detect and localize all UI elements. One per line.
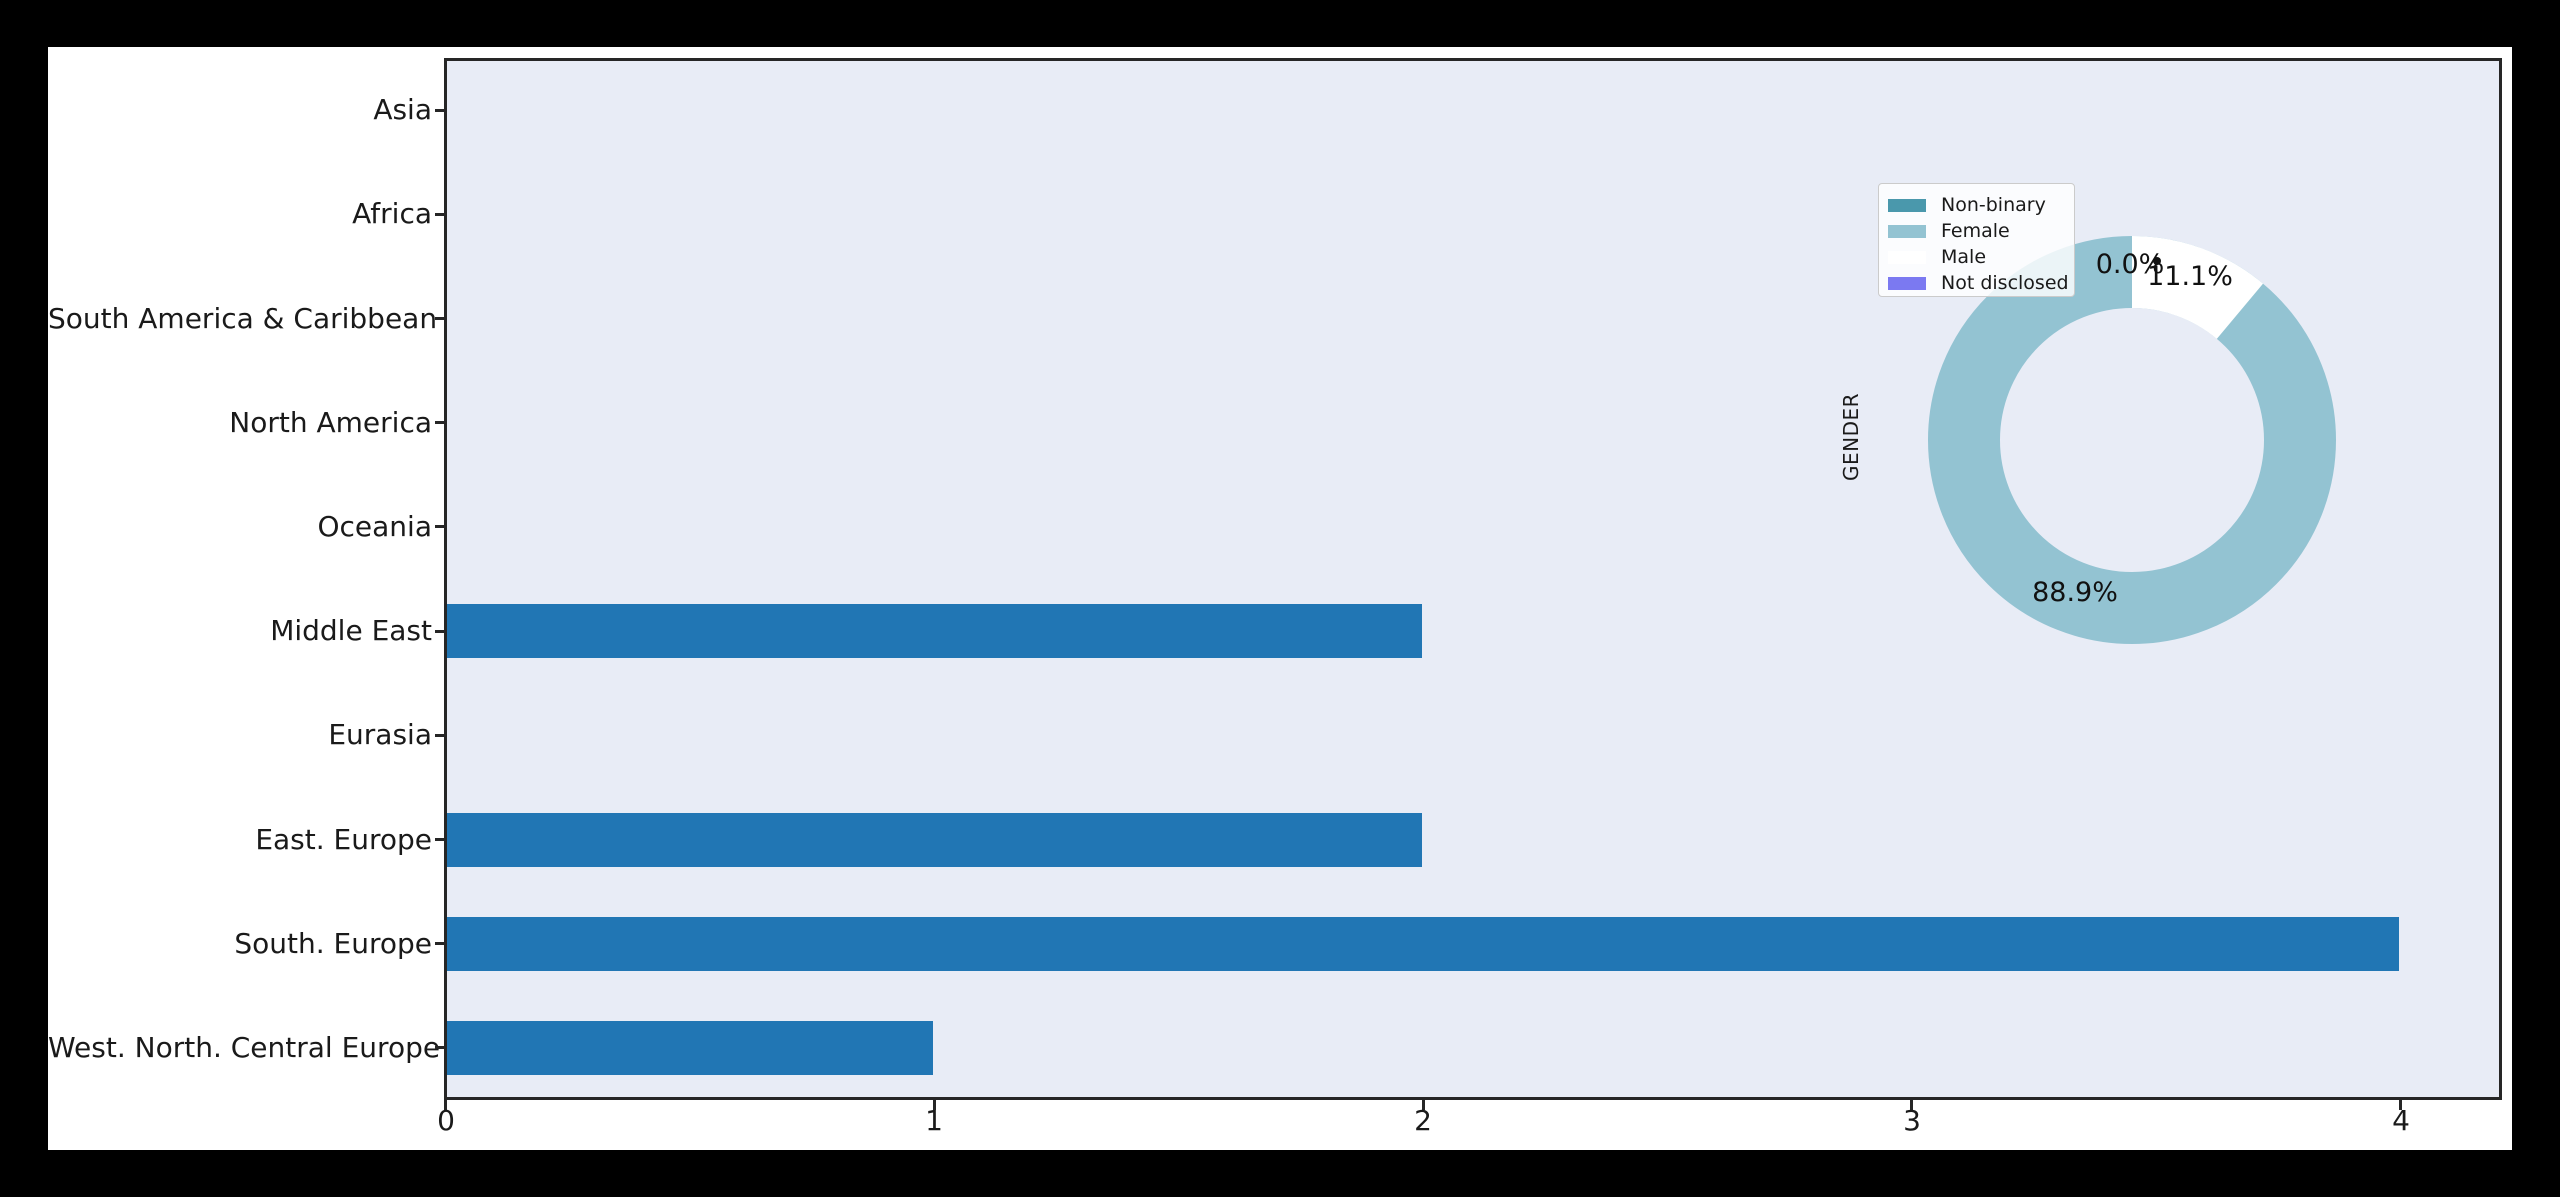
legend-row-not-disclosed: Not disclosed (1888, 270, 2074, 296)
y-tick-mark (435, 1046, 444, 1049)
donut-male-slice (1928, 236, 2336, 644)
legend-color-patch (1888, 250, 1926, 264)
legend-label: Not disclosed (1941, 272, 2069, 294)
gender-donut-chart (1928, 236, 2336, 644)
y-category-label: Africa (352, 197, 432, 230)
x-tick-mark (2399, 1100, 2402, 1110)
y-tick-mark (435, 421, 444, 424)
x-tick-mark (444, 1100, 447, 1110)
y-category-label: Eurasia (328, 718, 432, 751)
y-category-label: Middle East (270, 614, 432, 647)
y-tick-mark (435, 942, 444, 945)
figure: Asia Africa South America & Caribbean North… (48, 47, 2512, 1150)
x-tick-mark (933, 1100, 936, 1110)
bar-south-europe (447, 917, 2399, 971)
y-category-label: South America & Caribbean (48, 302, 438, 335)
y-category-label: Oceania (317, 510, 432, 543)
y-tick-mark (435, 630, 444, 633)
x-tick-label: 0 (437, 1104, 455, 1137)
bar-west-north-central-europe (447, 1021, 933, 1075)
y-category-label: East. Europe (255, 823, 432, 856)
legend-color-patch (1888, 198, 1926, 212)
y-category-label: South. Europe (234, 927, 432, 960)
y-category-label: West. North. Central Europe (48, 1031, 441, 1064)
x-tick-mark (1422, 1100, 1425, 1110)
gender-legend: Non-binary Female Male Not disclosed (1878, 183, 2075, 297)
pct-label-nonbinary: 0.0% (2095, 249, 2165, 280)
donut-female-ring (1928, 236, 2336, 644)
y-tick-mark (435, 317, 444, 320)
x-tick-label: 2 (1414, 1104, 1432, 1137)
gender-axis-label: GENDER (1839, 392, 1863, 482)
y-tick-mark (435, 734, 444, 737)
y-tick-mark (435, 109, 444, 112)
legend-color-patch (1888, 276, 1926, 290)
legend-label: Non-binary (1941, 194, 2046, 216)
x-tick-label: 3 (1903, 1104, 1921, 1137)
bar-east-europe (447, 813, 1422, 867)
legend-color-patch (1888, 224, 1926, 238)
y-tick-mark (435, 838, 444, 841)
y-category-label: North America (229, 406, 432, 439)
legend-row-female: Female (1888, 218, 2074, 244)
x-tick-label: 1 (925, 1104, 943, 1137)
zero-label-dot (2153, 257, 2161, 265)
legend-row-male: Male (1888, 244, 2074, 270)
x-tick-mark (1910, 1100, 1913, 1110)
legend-label: Male (1941, 246, 1987, 268)
legend-row-non-binary: Non-binary (1888, 192, 2074, 218)
x-tick-label: 4 (2392, 1104, 2410, 1137)
pct-label-male: 11.1% (2147, 261, 2233, 292)
y-tick-mark (435, 213, 444, 216)
y-tick-mark (435, 525, 444, 528)
pct-label-female: 88.9% (2032, 577, 2118, 608)
y-category-label: Asia (373, 93, 432, 126)
bar-middle-east (447, 604, 1422, 658)
legend-label: Female (1941, 220, 2010, 242)
